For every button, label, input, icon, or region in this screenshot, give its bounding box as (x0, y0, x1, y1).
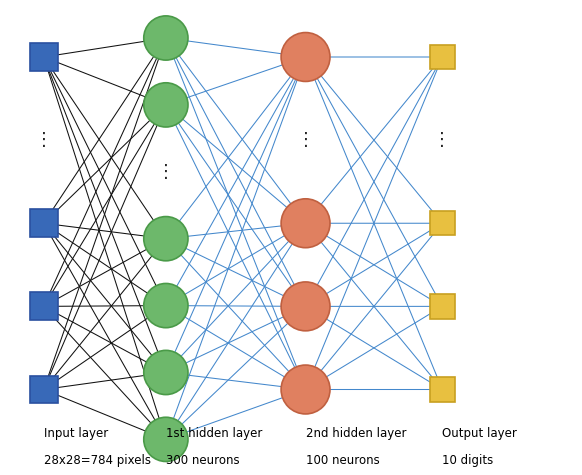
Ellipse shape (144, 417, 188, 462)
Ellipse shape (144, 351, 188, 395)
Bar (430, 45, 455, 69)
Bar (430, 294, 455, 319)
Text: 100 neurons: 100 neurons (306, 454, 379, 466)
Bar (430, 211, 455, 236)
Text: ⋮: ⋮ (434, 131, 451, 149)
Text: Output layer: Output layer (442, 428, 517, 440)
Text: 2nd hidden layer: 2nd hidden layer (306, 428, 406, 440)
Ellipse shape (144, 83, 188, 127)
Ellipse shape (144, 284, 188, 328)
Ellipse shape (281, 282, 330, 331)
Text: 10 digits: 10 digits (442, 454, 494, 466)
Text: ⋮: ⋮ (157, 163, 175, 181)
Bar (30, 293, 58, 320)
Text: 28x28=784 pixels: 28x28=784 pixels (44, 454, 151, 466)
Text: ⋮: ⋮ (297, 131, 314, 149)
Ellipse shape (144, 217, 188, 261)
Bar (30, 209, 58, 237)
Text: 1st hidden layer: 1st hidden layer (166, 428, 262, 440)
Ellipse shape (281, 33, 330, 81)
Ellipse shape (281, 365, 330, 414)
Ellipse shape (281, 199, 330, 247)
Bar (430, 377, 455, 402)
Ellipse shape (144, 16, 188, 60)
Bar (30, 376, 58, 403)
Text: 300 neurons: 300 neurons (166, 454, 240, 466)
Text: ⋮: ⋮ (35, 131, 52, 149)
Bar (30, 43, 58, 71)
Text: Input layer: Input layer (44, 428, 108, 440)
